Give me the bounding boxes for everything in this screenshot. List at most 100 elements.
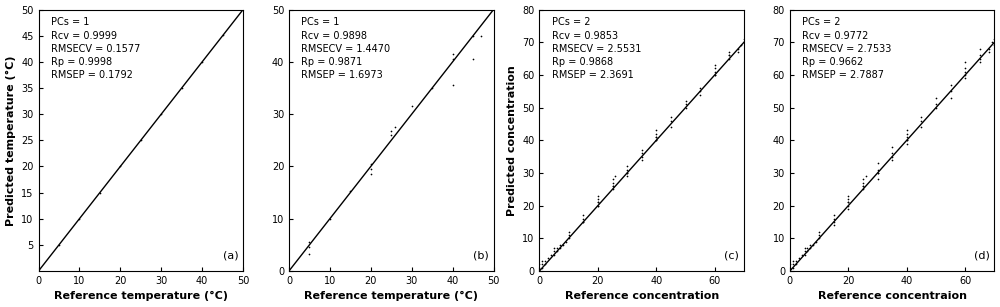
Point	[575, 216, 591, 221]
Point	[575, 220, 591, 224]
Point	[383, 128, 399, 133]
Point	[855, 187, 871, 192]
Point	[785, 262, 801, 267]
Text: PCs = 1
Rcv = 0.9999
RMSECV = 0.1577
Rp = 0.9998
RMSEP = 0.1792: PCs = 1 Rcv = 0.9999 RMSECV = 0.1577 Rp …	[51, 17, 140, 80]
Point	[855, 180, 871, 185]
Point	[957, 76, 973, 81]
Point	[811, 236, 827, 241]
Point	[730, 46, 746, 51]
Point	[590, 196, 606, 201]
Point	[884, 151, 900, 156]
Point	[92, 191, 108, 196]
Point	[590, 203, 606, 208]
Point	[634, 157, 650, 162]
Point	[619, 174, 635, 179]
Point	[575, 220, 591, 224]
Point	[855, 177, 871, 182]
Point	[540, 255, 556, 260]
Point	[870, 170, 886, 175]
Point	[619, 164, 635, 169]
Point	[648, 128, 664, 133]
Point	[363, 167, 379, 172]
Point	[575, 213, 591, 218]
Text: PCs = 2
Rcv = 0.9853
RMSECV = 2.5531
Rp = 0.9868
RMSEP = 2.3691: PCs = 2 Rcv = 0.9853 RMSECV = 2.5531 Rp …	[552, 17, 641, 80]
Point	[215, 33, 231, 38]
Point	[707, 69, 723, 74]
Point	[797, 246, 813, 251]
Point	[943, 95, 959, 100]
Point	[782, 265, 798, 270]
Point	[561, 232, 577, 237]
Point	[692, 86, 708, 91]
Point	[634, 154, 650, 159]
Point	[555, 242, 571, 247]
Point	[721, 49, 737, 54]
Point	[972, 46, 988, 51]
Point	[826, 216, 842, 221]
Point	[531, 262, 547, 267]
Point	[301, 252, 317, 257]
Point	[531, 269, 547, 274]
Point	[899, 138, 915, 143]
Point	[534, 265, 550, 270]
Point	[363, 172, 379, 177]
Point	[543, 252, 559, 257]
Point	[707, 66, 723, 71]
Point	[972, 56, 988, 61]
Point	[799, 246, 815, 251]
Point	[957, 59, 973, 64]
Point	[534, 262, 550, 267]
Point	[799, 249, 815, 254]
Point	[840, 200, 856, 205]
Point	[342, 189, 358, 194]
Point	[840, 193, 856, 198]
Point	[537, 262, 553, 267]
Point	[692, 89, 708, 94]
Point	[634, 151, 650, 156]
Point	[840, 203, 856, 208]
Point	[153, 111, 169, 116]
Point	[855, 184, 871, 188]
Text: (b): (b)	[473, 251, 489, 261]
Point	[733, 43, 749, 48]
Point	[445, 52, 461, 56]
Text: (a): (a)	[223, 251, 238, 261]
Point	[549, 246, 565, 251]
Point	[858, 174, 874, 179]
Point	[899, 131, 915, 136]
Point	[465, 57, 481, 62]
Point	[552, 242, 568, 247]
Point	[605, 177, 621, 182]
Point	[707, 72, 723, 77]
Point	[794, 252, 810, 257]
Point	[986, 43, 1000, 48]
Point	[943, 82, 959, 87]
Point	[870, 170, 886, 175]
Point	[71, 216, 87, 221]
Point	[840, 206, 856, 211]
Point	[445, 83, 461, 88]
Point	[826, 220, 842, 224]
Point	[899, 141, 915, 146]
Point	[473, 33, 489, 38]
Point	[51, 242, 67, 247]
Point	[721, 53, 737, 58]
Point	[546, 252, 562, 257]
Point	[736, 40, 752, 45]
Point	[707, 63, 723, 68]
Point	[899, 138, 915, 143]
Point	[648, 134, 664, 139]
X-axis label: Reference temperature (°C): Reference temperature (°C)	[54, 291, 228, 301]
Point	[605, 184, 621, 188]
Point	[972, 59, 988, 64]
Point	[605, 180, 621, 185]
Point	[884, 157, 900, 162]
Point	[797, 249, 813, 254]
Point	[678, 105, 694, 110]
Point	[791, 255, 807, 260]
Point	[561, 229, 577, 234]
Point	[721, 53, 737, 58]
Point	[534, 259, 550, 264]
Point	[663, 118, 679, 123]
Point	[424, 86, 440, 91]
